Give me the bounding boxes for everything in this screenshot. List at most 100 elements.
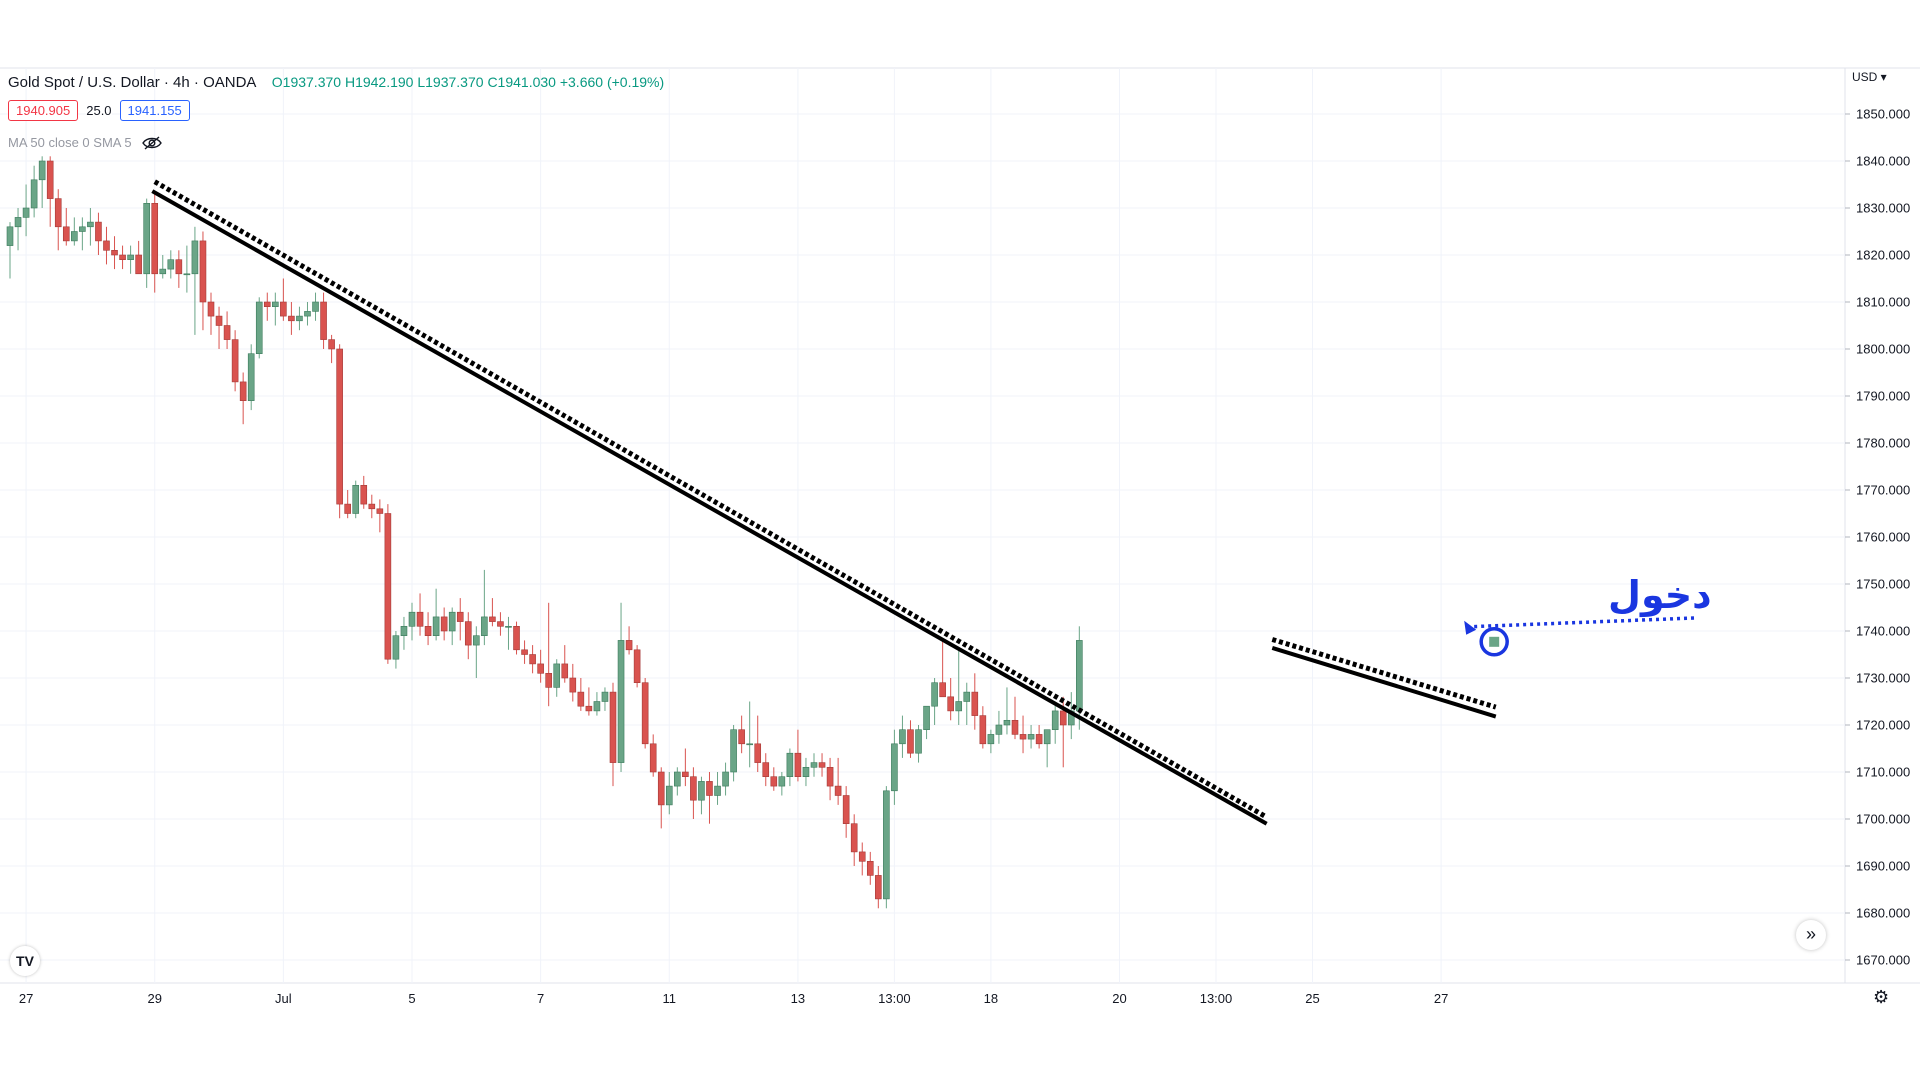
time-tick-label: 13:00 xyxy=(1200,991,1233,1006)
candle-body xyxy=(191,240,199,275)
candle xyxy=(336,344,343,519)
trendline-dotted xyxy=(153,179,1268,820)
candle-body xyxy=(304,311,311,317)
indicator-label[interactable]: MA 50 close 0 SMA 5 xyxy=(8,135,132,150)
candle xyxy=(923,705,930,740)
time-tick-label: 25 xyxy=(1305,991,1319,1006)
candle-body xyxy=(199,240,207,303)
bid-price-button[interactable]: 1940.905 xyxy=(8,100,79,121)
price-tick-label: 1810.000 xyxy=(1856,295,1910,310)
candle-body xyxy=(143,203,150,275)
entry-arrow-head xyxy=(1464,620,1477,635)
candle-body xyxy=(384,513,392,660)
candle xyxy=(545,602,552,707)
candle-body xyxy=(682,771,689,777)
candle-body xyxy=(272,301,279,307)
candle xyxy=(231,330,239,392)
candle xyxy=(288,302,295,335)
candle-body xyxy=(601,691,609,702)
candle xyxy=(296,306,303,331)
candle xyxy=(883,786,890,909)
candle-body xyxy=(786,752,794,778)
candle xyxy=(569,663,577,702)
candle xyxy=(473,626,480,678)
candle-body xyxy=(215,315,223,326)
trendline-solid xyxy=(151,189,1268,826)
candle xyxy=(255,297,263,359)
candle xyxy=(440,607,448,641)
candle xyxy=(456,598,464,641)
ask-price-button[interactable]: 1941.155 xyxy=(119,100,190,121)
double-chevron-right-icon[interactable]: » xyxy=(1796,920,1826,950)
spread-value: 25.0 xyxy=(86,101,112,120)
candle-body xyxy=(352,484,360,514)
tradingview-logo[interactable]: TV xyxy=(10,946,40,976)
candle-body xyxy=(907,729,914,754)
candle xyxy=(770,767,778,791)
candle xyxy=(119,245,126,270)
candle xyxy=(754,715,762,772)
candle xyxy=(127,245,134,274)
candle xyxy=(464,612,472,660)
candle xyxy=(247,344,255,411)
candle-body xyxy=(22,207,30,218)
candle-body xyxy=(223,325,231,340)
currency-selector[interactable]: USD ▾ xyxy=(1852,70,1887,84)
candle-body xyxy=(730,729,737,773)
candle xyxy=(272,292,279,326)
candle-body xyxy=(247,353,255,402)
candle-body xyxy=(30,179,38,209)
gear-icon[interactable]: ⚙ xyxy=(1873,987,1890,1007)
candle xyxy=(183,245,191,293)
candle-body xyxy=(1059,710,1067,726)
candle xyxy=(360,475,368,509)
candle-body xyxy=(344,503,351,514)
candle xyxy=(1003,687,1011,735)
candle xyxy=(87,208,94,246)
candle xyxy=(553,659,561,697)
candle xyxy=(448,607,456,646)
candle xyxy=(392,631,400,669)
candle xyxy=(30,165,38,218)
symbol-title[interactable]: Gold Spot / U.S. Dollar · 4h · OANDA xyxy=(8,74,256,91)
candle xyxy=(376,499,384,533)
candle-body xyxy=(489,616,496,622)
eye-off-icon[interactable] xyxy=(141,135,162,150)
candle-body xyxy=(368,503,376,510)
entry-arrow-line xyxy=(1468,616,1695,629)
candle-body xyxy=(424,625,432,636)
candle-body xyxy=(762,762,770,777)
time-tick-label: 18 xyxy=(984,991,998,1006)
candle xyxy=(794,729,802,782)
candle-body xyxy=(754,743,762,763)
candle-body xyxy=(657,771,665,806)
candle-body xyxy=(609,691,617,763)
candle xyxy=(312,292,319,321)
candle xyxy=(690,767,697,819)
candle xyxy=(738,715,745,754)
candle xyxy=(698,776,705,815)
candle xyxy=(617,602,625,772)
candle xyxy=(54,189,62,251)
candle xyxy=(167,250,175,279)
candle-body xyxy=(722,771,729,787)
price-tick-label: 1770.000 xyxy=(1856,483,1910,498)
candle-body xyxy=(87,221,94,228)
price-tick-label: 1710.000 xyxy=(1856,765,1910,780)
candle xyxy=(866,851,874,885)
candle-body xyxy=(239,381,247,401)
candle xyxy=(995,710,1003,744)
candle-body xyxy=(545,672,552,688)
candle xyxy=(400,616,408,650)
candle-body xyxy=(746,743,753,746)
candle xyxy=(424,612,432,646)
candle-body xyxy=(296,315,303,322)
candle-body xyxy=(38,160,46,181)
candle-body xyxy=(585,705,593,712)
trendlines[interactable] xyxy=(151,179,1497,826)
candle xyxy=(529,645,536,674)
candle xyxy=(352,480,360,519)
price-tick-label: 1730.000 xyxy=(1856,671,1910,686)
candle xyxy=(71,217,78,246)
